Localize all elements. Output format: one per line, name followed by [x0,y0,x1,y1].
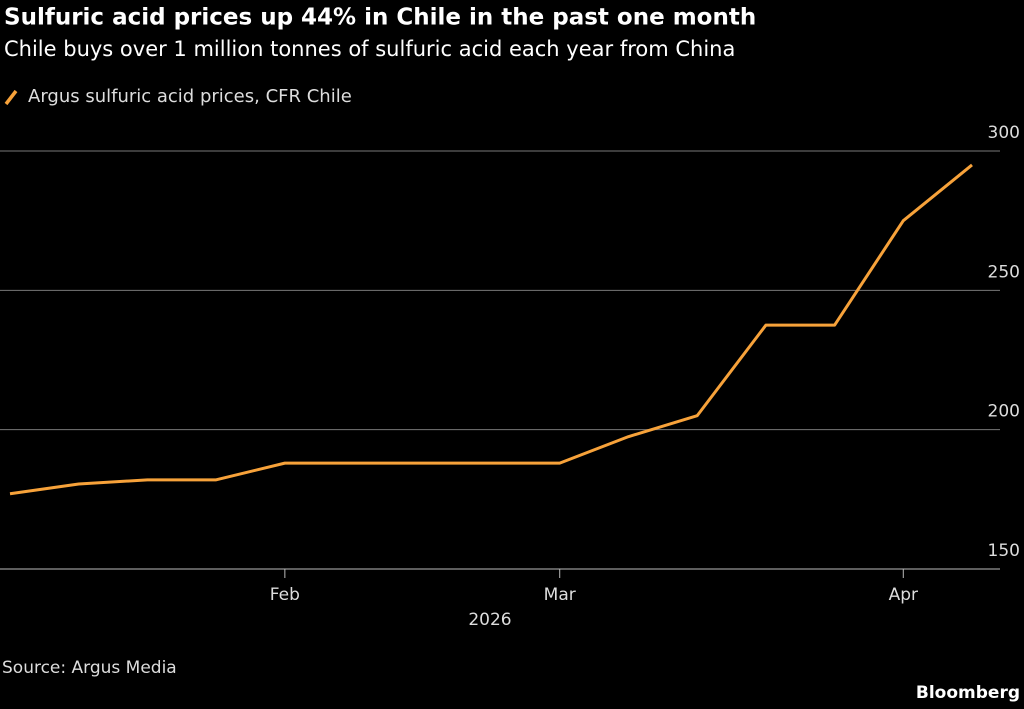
y-tick-label: 300 [988,123,1020,143]
chart-subtitle: Chile buys over 1 million tonnes of sulf… [4,37,735,61]
series-line [9,163,973,496]
x-tick-label: Feb [270,585,300,605]
legend-label: Argus sulfuric acid prices, CFR Chile [28,86,352,107]
brand: Bloomberg [916,683,1020,703]
y-tick-label: 200 [988,402,1020,422]
x-tick-label: Mar [544,585,576,605]
x-tick-label: Apr [889,585,918,605]
chart-title: Sulfuric acid prices up 44% in Chile in … [4,5,756,31]
y-tick-label: 250 [988,262,1020,282]
x-axis-label: 2026 [468,610,511,630]
y-tick-label: 150 [988,541,1020,561]
source: Source: Argus Media [2,658,177,678]
legend-swatch [4,89,18,106]
